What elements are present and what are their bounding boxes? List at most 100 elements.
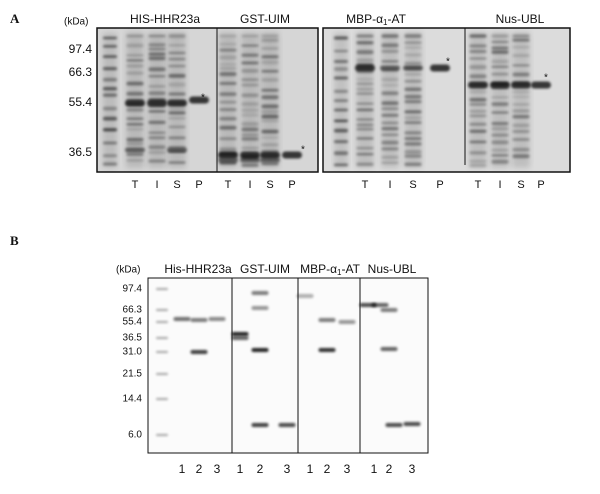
gel-band [491, 111, 509, 114]
gel-band [103, 162, 117, 166]
bands [103, 32, 551, 436]
lane-label: I [388, 179, 391, 191]
gel-band [261, 120, 279, 122]
gel-title: HIS-HHR23a [130, 12, 200, 26]
gel-band [356, 78, 374, 81]
gel-band [469, 65, 487, 70]
gel-band [126, 127, 144, 131]
gel-band [512, 72, 530, 77]
gel-title: Nus-UBL [368, 262, 417, 276]
gel-band [148, 35, 166, 37]
gel-band [126, 108, 144, 112]
gel-band [219, 125, 237, 130]
gel-band [156, 288, 168, 290]
gel-band [334, 140, 348, 144]
gel-band [261, 55, 279, 59]
gel-band [356, 58, 374, 63]
gel-band [219, 55, 237, 60]
gel-band [168, 44, 186, 47]
lane-label: P [195, 179, 202, 191]
gel-band [356, 137, 374, 140]
gel-band [241, 53, 259, 57]
panel-label: B [10, 233, 19, 248]
gel-band [241, 44, 259, 47]
gel-band [512, 103, 530, 106]
gel-band [251, 306, 269, 310]
gel-band [168, 92, 186, 96]
gel-band [512, 115, 530, 119]
asterisk: * [301, 145, 305, 156]
gel-band [469, 57, 487, 60]
gel-band [241, 61, 259, 65]
gel-band [282, 151, 302, 159]
gel-band [103, 128, 117, 132]
gel-band [219, 137, 237, 141]
marker-label: 21.5 [123, 369, 143, 380]
gel-band [381, 155, 399, 159]
gel-band [491, 148, 509, 152]
gel-band [381, 133, 399, 136]
gel-band [469, 44, 487, 48]
lane-smear [512, 32, 530, 168]
gel-band [491, 159, 509, 164]
lane-label: 3 [409, 462, 416, 476]
lane-label: 1 [179, 462, 186, 476]
gel-band [381, 107, 399, 111]
gel-band [219, 48, 237, 52]
gel-band [404, 142, 422, 146]
gel-band [512, 147, 530, 152]
gel-band [318, 348, 336, 352]
gel-band [469, 140, 487, 144]
gel-band [469, 163, 487, 168]
gel-band [491, 59, 509, 64]
gel-band [148, 145, 166, 150]
lane-label: 1 [307, 462, 314, 476]
gel-band [356, 128, 374, 131]
gel-band [261, 78, 279, 82]
gel-band [404, 53, 422, 57]
asterisk: * [201, 93, 205, 104]
gel-band [103, 106, 117, 111]
gel-band [103, 67, 117, 71]
gel-band [404, 73, 422, 76]
gel-band [231, 336, 249, 340]
gel-band [356, 123, 374, 127]
gel-band [148, 131, 166, 134]
gel-band [103, 141, 117, 145]
gel-band [251, 291, 269, 295]
gel-band [334, 119, 348, 123]
gel-band [512, 38, 530, 42]
gel-band [261, 129, 279, 134]
gel-band [512, 95, 530, 98]
gel-band [491, 102, 509, 106]
gel-band [512, 54, 530, 57]
gel-band [168, 111, 186, 115]
gel-band [103, 116, 117, 121]
gel-band [241, 78, 259, 81]
gel-band [168, 65, 186, 67]
asterisk: * [446, 57, 450, 68]
gel-band [490, 81, 510, 89]
gel-band [241, 137, 259, 141]
gel-band [261, 34, 279, 38]
gel-band [296, 294, 314, 298]
gel-band [404, 34, 422, 38]
gel-band [126, 64, 144, 68]
gel-band [240, 151, 260, 159]
gel-band [148, 43, 166, 47]
gel-band [241, 69, 259, 73]
gel-band [126, 159, 144, 162]
lane-label: P [436, 179, 443, 191]
dividers [216, 28, 466, 453]
gel-band [334, 89, 348, 93]
gel-band [469, 98, 487, 102]
gel-band [103, 45, 117, 48]
lane-label: 3 [214, 462, 221, 476]
gel-band [261, 104, 279, 109]
gel-band [219, 72, 237, 76]
gel-band [261, 95, 279, 100]
gel-band [103, 77, 117, 82]
lane-smear [404, 32, 422, 168]
lane-label: I [248, 179, 251, 191]
gel-band [147, 99, 167, 107]
